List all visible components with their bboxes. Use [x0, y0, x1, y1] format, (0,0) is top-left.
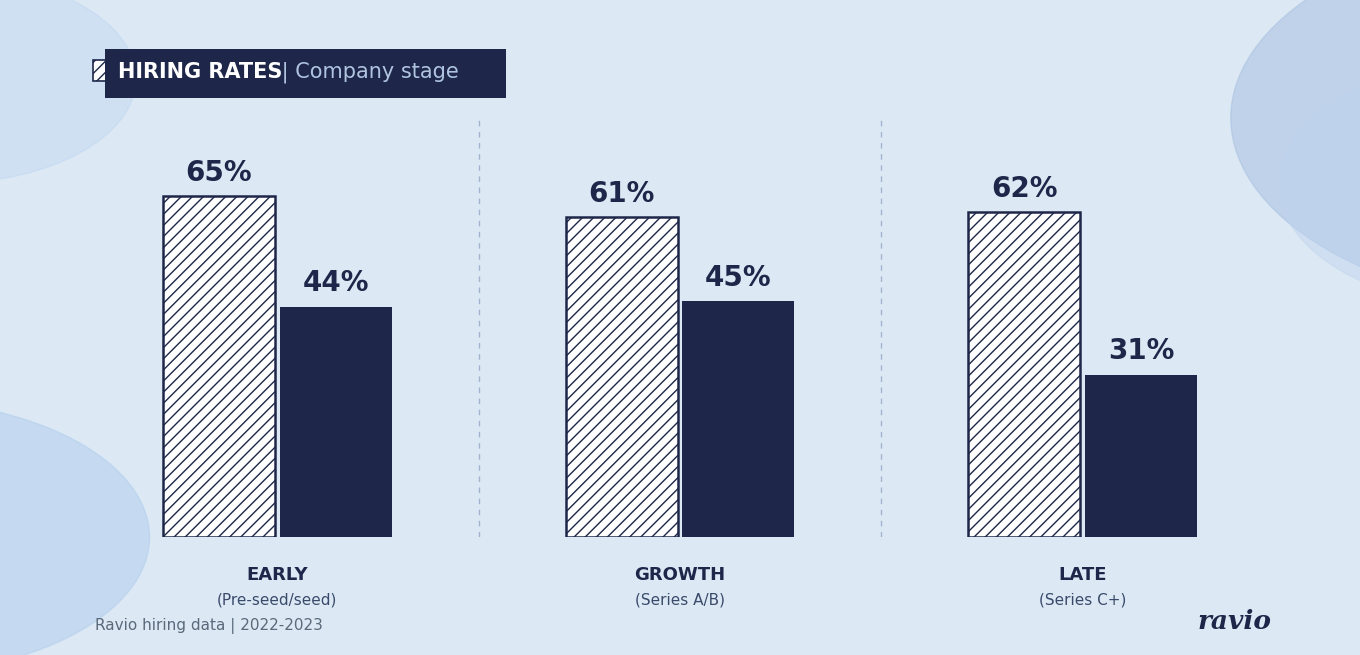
Text: Ravio hiring data | 2022-2023: Ravio hiring data | 2022-2023 — [95, 618, 324, 634]
Text: 45%: 45% — [704, 264, 771, 292]
Text: (Pre-seed/seed): (Pre-seed/seed) — [218, 592, 337, 607]
Text: (Series A/B): (Series A/B) — [635, 592, 725, 607]
Text: EARLY: EARLY — [246, 566, 309, 584]
Text: (Series C+): (Series C+) — [1039, 592, 1126, 607]
Bar — [280, 307, 392, 537]
Text: GROWTH: GROWTH — [634, 566, 726, 584]
Bar — [683, 301, 794, 537]
Text: 44%: 44% — [302, 269, 369, 297]
Bar — [566, 217, 677, 537]
Text: 31%: 31% — [1108, 337, 1174, 365]
Bar — [1085, 375, 1197, 537]
Text: LATE: LATE — [1058, 566, 1107, 584]
Bar — [163, 196, 275, 537]
Legend: Last year, This year: Last year, This year — [92, 60, 360, 81]
Text: ravio: ravio — [1198, 609, 1272, 634]
Text: | Company stage: | Company stage — [275, 62, 458, 83]
Text: 62%: 62% — [991, 175, 1058, 203]
Text: 65%: 65% — [186, 159, 253, 187]
Text: HIRING RATES: HIRING RATES — [118, 62, 283, 82]
Text: 61%: 61% — [589, 180, 656, 208]
Bar — [968, 212, 1080, 537]
